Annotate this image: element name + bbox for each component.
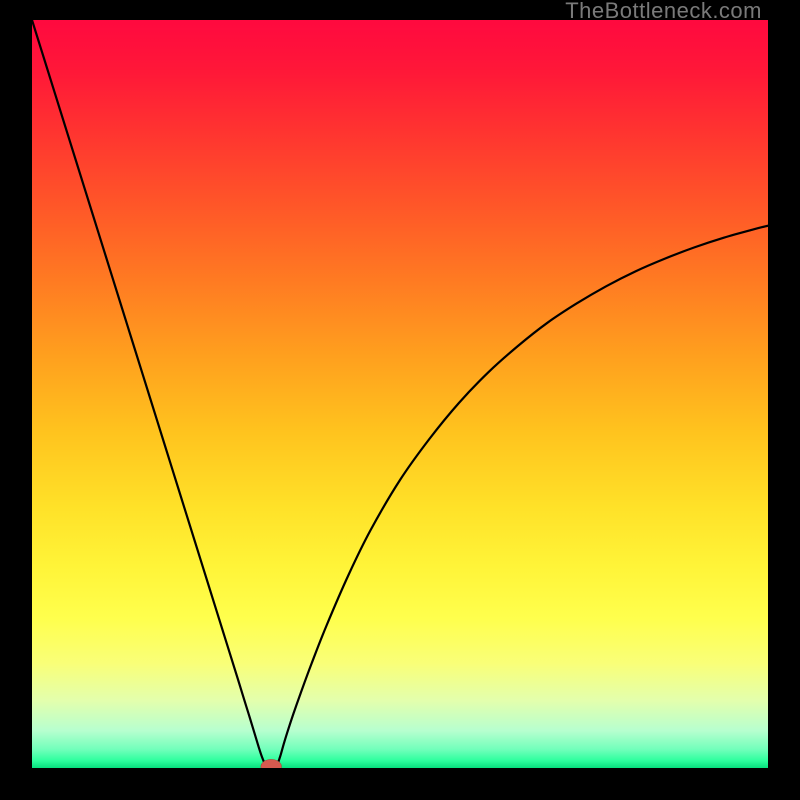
curve-left-branch: [32, 20, 265, 764]
plot-area: [32, 20, 768, 768]
curve-right-branch: [278, 226, 768, 764]
watermark-text: TheBottleneck.com: [565, 0, 762, 24]
chart-frame: TheBottleneck.com: [0, 0, 800, 800]
chart-svg: [32, 20, 768, 768]
